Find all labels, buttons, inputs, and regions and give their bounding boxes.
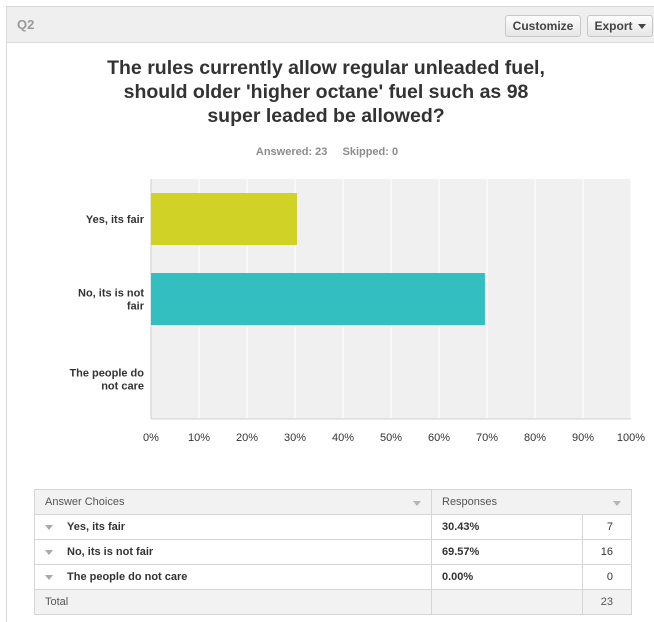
response-stats: Answered: 23 Skipped: 0	[0, 146, 654, 158]
x-tick-label: 0%	[143, 432, 159, 444]
chevron-down-icon	[637, 24, 646, 30]
response-percent: 30.43%	[431, 514, 583, 540]
x-tick-label: 80%	[524, 432, 546, 444]
bar-chart: 0% 10% 20% 30% 40% 50% 60% 70% 80% 90% 100% Yes, it…	[69, 179, 645, 444]
question-title: The rules currently allow regular unlead…	[107, 57, 545, 127]
category-label: The people do not care	[69, 368, 144, 393]
question-number: Q2	[17, 17, 35, 32]
category-label: No, its is not fair	[78, 288, 145, 313]
customize-button[interactable]: Customize	[505, 15, 581, 37]
question-header: Q2 Customize Export	[7, 7, 654, 43]
response-count: 7	[582, 514, 632, 540]
x-tick-label: 40%	[332, 432, 354, 444]
sort-caret-icon	[613, 501, 621, 506]
total-label: Total	[34, 589, 432, 615]
category-label: Yes, its fair	[86, 214, 145, 226]
table-row: The people do not care 0.00% 0	[34, 564, 632, 590]
x-tick-label: 70%	[476, 432, 498, 444]
response-count: 0	[582, 564, 632, 590]
bar	[151, 273, 485, 325]
sort-caret-icon	[413, 501, 421, 506]
export-button[interactable]: Export	[587, 15, 653, 37]
response-count: 16	[582, 539, 632, 565]
choice-label: Yes, its fair	[67, 521, 126, 533]
x-tick-label: 20%	[236, 432, 258, 444]
header-responses[interactable]: Responses	[431, 489, 632, 515]
x-tick-label: 10%	[188, 432, 210, 444]
skipped-count: Skipped: 0	[342, 146, 399, 158]
choice-label: The people do not care	[67, 571, 188, 583]
total-count: 23	[582, 589, 632, 615]
export-button-label: Export	[594, 19, 633, 33]
choice-label: No, its is not fair	[67, 546, 154, 558]
header-answer-choices[interactable]: Answer Choices	[34, 489, 432, 515]
expand-caret-icon[interactable]	[45, 524, 53, 530]
expand-caret-icon[interactable]	[45, 574, 53, 580]
answered-count: Answered: 23	[255, 146, 328, 158]
x-tick-label: 100%	[617, 432, 645, 444]
response-percent: 69.57%	[431, 539, 583, 565]
x-tick-label: 90%	[572, 432, 594, 444]
expand-caret-icon[interactable]	[45, 549, 53, 555]
x-tick-label: 60%	[428, 432, 450, 444]
x-tick-label: 50%	[380, 432, 402, 444]
x-tick-label: 30%	[284, 432, 306, 444]
bar	[151, 193, 298, 245]
table-row: Yes, its fair 30.43% 7	[34, 514, 632, 540]
table-row: No, its is not fair 69.57% 16	[34, 539, 632, 565]
responses-table: Answer Choices Responses Yes, its fair 3…	[34, 489, 632, 615]
response-percent: 0.00%	[431, 564, 583, 590]
total-row: Total 23	[34, 589, 632, 615]
